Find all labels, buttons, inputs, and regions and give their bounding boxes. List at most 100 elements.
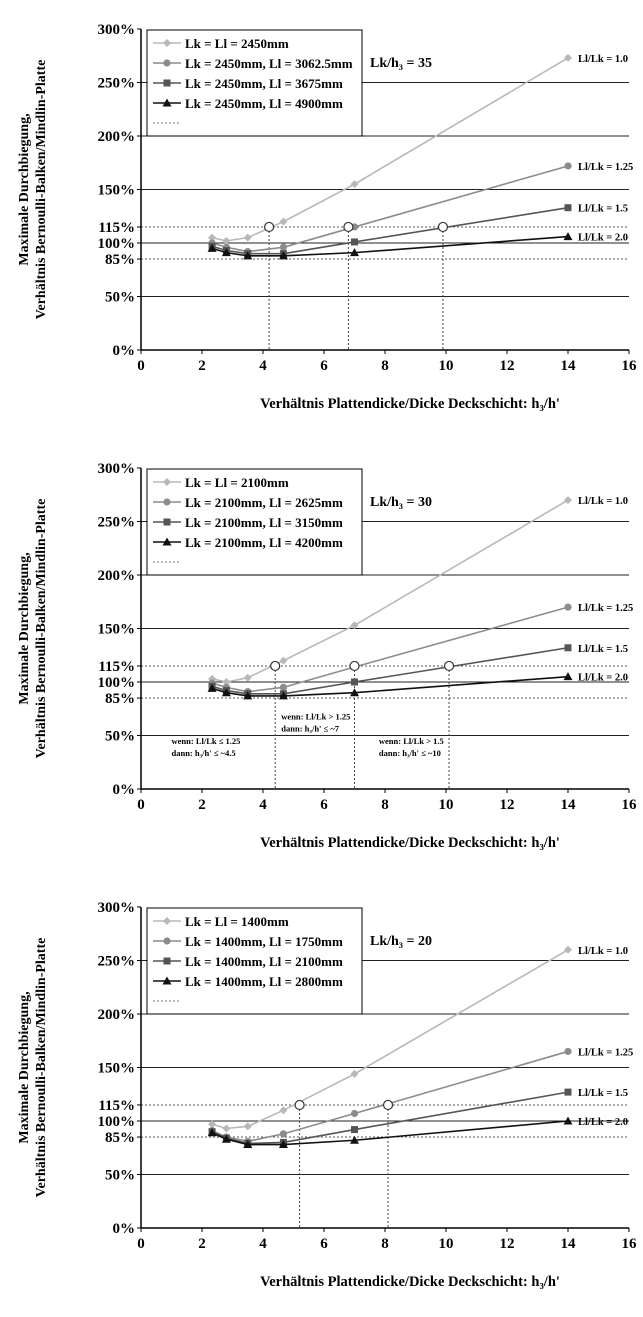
data-point [350,688,359,697]
y-tick-label: 150% [98,1061,136,1077]
legend-label: Lk = 1400mm, Ll = 2800mm [185,974,343,989]
series-end-label: Ll/Lk = 1.25 [578,603,633,614]
legend-label: Lk = 2450mm, Ll = 3675mm [185,76,343,91]
y-axis-label-line: Maximale Durchbiegung, [17,113,32,265]
series-line [211,675,569,697]
data-point [564,496,572,505]
data-point [350,1109,359,1118]
x-tick-label: 14 [561,1236,577,1252]
ratio-annotation: Lk/h₃ = 20 [370,934,432,949]
y-axis-label: Maximale Durchbiegung, Verhältnis Bernoul… [17,938,49,1198]
y-tick-label: 0% [113,1221,136,1237]
legend: Lk = Ll = 2100mm Lk = 2100mm, Ll = 2625mm… [146,468,363,576]
series-end-label: Ll/Lk = 2.0 [578,233,628,244]
series-end-label: Ll/Lk = 2.0 [578,1117,628,1128]
legend-marker [163,518,171,526]
data-point [207,683,217,692]
condition-note: wenn: Ll/Lk ≤ 1.25 [172,736,241,746]
y-tick-label: 115% [98,659,135,675]
y-tick-label: 250% [98,954,136,970]
data-point [350,1069,359,1078]
chart-panel-1: 0% 50% 85% 100% 115% 150% 200% 250% 300% 0 2 4 6 8 10 1… [0,0,643,439]
x-tick-label: 0 [137,358,145,374]
y-tick-label: 100% [98,1114,136,1130]
condition-note: wenn: Ll/Lk > 1.5 [379,736,444,746]
y-tick-label: 300% [98,22,136,38]
legend-marker [162,976,172,985]
data-point [279,656,288,665]
condition-note: dann: h₃/h' ≤ ~4.5 [172,748,236,758]
series-line [211,1120,569,1146]
intersection-marker [443,660,455,672]
x-tick-label: 12 [500,1236,515,1252]
data-point [564,53,572,62]
data-point [563,232,573,241]
data-point [278,691,288,700]
legend-label: Lk = Ll = 2100mm [185,475,289,490]
y-axis-label-line: Verhältnis Bernoulli-Balken/Mindlin-Plat… [34,499,49,759]
data-point [222,678,231,686]
chart-1-svg: 0% 50% 85%100%115% 150% 200% 250% 300% 0 2 4 6 8 10 1… [17,22,637,412]
data-point [350,180,359,189]
y-tick-label: 100% [98,675,136,691]
data-point [564,644,572,652]
series-end-label: Ll/Lk = 1.0 [578,946,628,957]
data-point [207,243,217,252]
x-tick-label: 4 [259,797,267,813]
data-point [208,233,217,242]
x-tick-label: 8 [381,1236,389,1252]
series-end-label: Ll/Lk = 1.5 [578,644,628,655]
intersection-marker [382,1099,394,1111]
series-end-label: Ll/Lk = 1.5 [578,1088,628,1099]
y-tick-label: 50% [105,1168,135,1184]
legend-label: Lk = 2450mm, Ll = 3062.5mm [185,56,353,71]
data-point [279,683,288,691]
legend-marker [163,917,171,925]
chart-panel-3: 0% 50% 85% 100% 115% 150% 200% 250% 300% 0 2 4 6 8 10 1… [0,878,643,1317]
x-tick-label: 6 [320,358,328,374]
data-point [279,1130,288,1138]
series-end-label: Ll/Lk = 1.25 [578,1047,633,1058]
y-tick-label: 115% [98,1098,135,1114]
y-tick-label: 0% [113,782,136,798]
data-point [243,233,252,242]
data-point [351,678,358,686]
data-point [564,1088,572,1096]
legend-box [146,29,363,137]
data-point [563,672,573,681]
y-tick-label: 85% [105,691,135,707]
y-tick-label: 250% [98,76,136,92]
series-end-label: Ll/Lk = 2.0 [578,673,628,684]
x-tick-label: 2 [198,797,206,813]
y-tick-label: 85% [105,252,135,268]
data-point [279,243,288,251]
legend-box [146,468,363,576]
series-line [211,235,569,257]
legend: Lk = Ll = 1400mm Lk = 1400mm, Ll = 1750mm… [146,907,363,1015]
data-point [278,251,288,260]
legend: Lk = Ll = 2450mm Lk = 2450mm, Ll = 3062.5… [146,29,363,137]
y-tick-label: 200% [98,1007,136,1023]
data-point [564,204,572,212]
y-axis-label-line: Verhältnis Bernoulli-Balken/Mindlin-Plat… [34,60,49,320]
data-point [279,1106,288,1115]
legend-marker [163,498,171,506]
y-tick-label: 250% [98,515,136,531]
x-tick-label: 2 [198,1236,206,1252]
x-tick-label: 16 [622,1236,638,1252]
data-point [221,1134,231,1143]
legend-label: Lk = 2100mm, Ll = 2625mm [185,495,343,510]
y-tick-label: 200% [98,129,136,145]
intersection-marker [437,221,449,233]
x-tick-label: 8 [381,358,389,374]
y-tick-label: 300% [98,900,136,916]
data-point [243,251,253,260]
ratio-annotation: Lk/h₃ = 35 [370,56,432,71]
data-point [351,1126,358,1134]
y-tick-label: 50% [105,290,135,306]
x-tick-label: 14 [561,358,577,374]
data-point [351,238,358,246]
condition-note: dann: h₃/h' ≤ ~10 [379,748,441,758]
legend-marker [163,59,171,67]
x-tick-label: 10 [439,1236,454,1252]
